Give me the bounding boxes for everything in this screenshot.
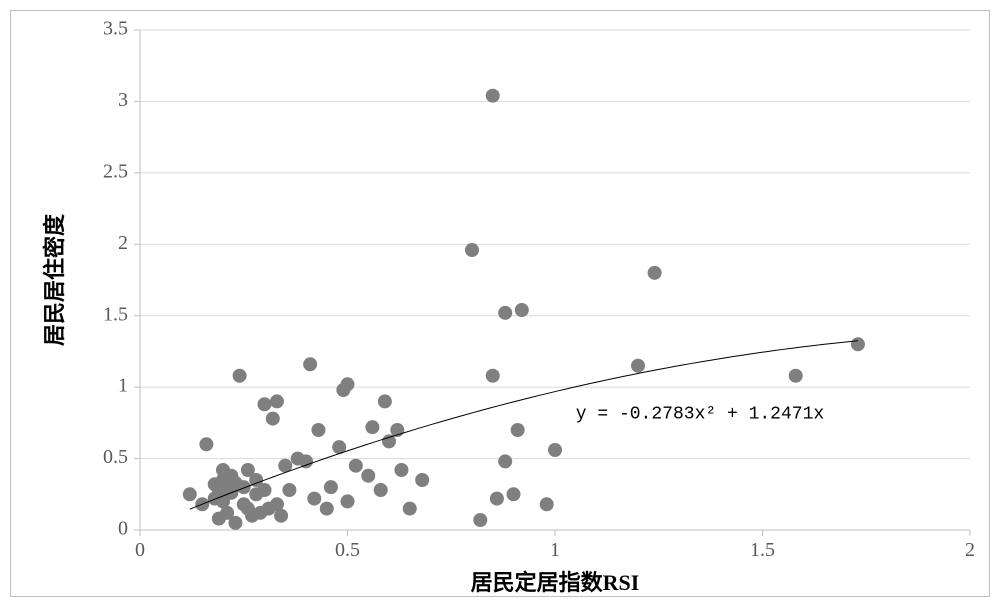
scatter-chart: 0 0.5 1 1.5 2 2.5 3 3.5 0 0.5 1 1.5 2 y = -0.2783x² +… xyxy=(10,10,990,597)
y-tick-label: 1 xyxy=(118,375,128,397)
y-tick-label: 2 xyxy=(118,232,128,254)
x-tick-label: 1 xyxy=(550,539,560,561)
y-tick-label: 3.5 xyxy=(103,18,128,40)
x-tick-label: 2 xyxy=(965,539,975,561)
x-tick-label: 0.5 xyxy=(335,539,360,561)
y-tick-label: 0 xyxy=(118,518,128,540)
chart-container: 0 0.5 1 1.5 2 2.5 3 3.5 0 0.5 1 1.5 2 y = -0.2783x² +… xyxy=(10,10,990,597)
trendline-equation: y = -0.2783x² + 1.2471x xyxy=(576,405,824,425)
y-axis-label: 居民居住密度 xyxy=(42,213,67,346)
x-tick-label: 1.5 xyxy=(750,539,775,561)
y-tick-label: 0.5 xyxy=(103,446,128,468)
y-tick-label: 1.5 xyxy=(103,303,128,325)
y-tick-label: 2.5 xyxy=(103,160,128,182)
y-tick-label: 3 xyxy=(118,89,128,111)
x-tick-label: 0 xyxy=(135,539,145,561)
x-axis-label: 居民定居指数RSI xyxy=(471,570,640,595)
